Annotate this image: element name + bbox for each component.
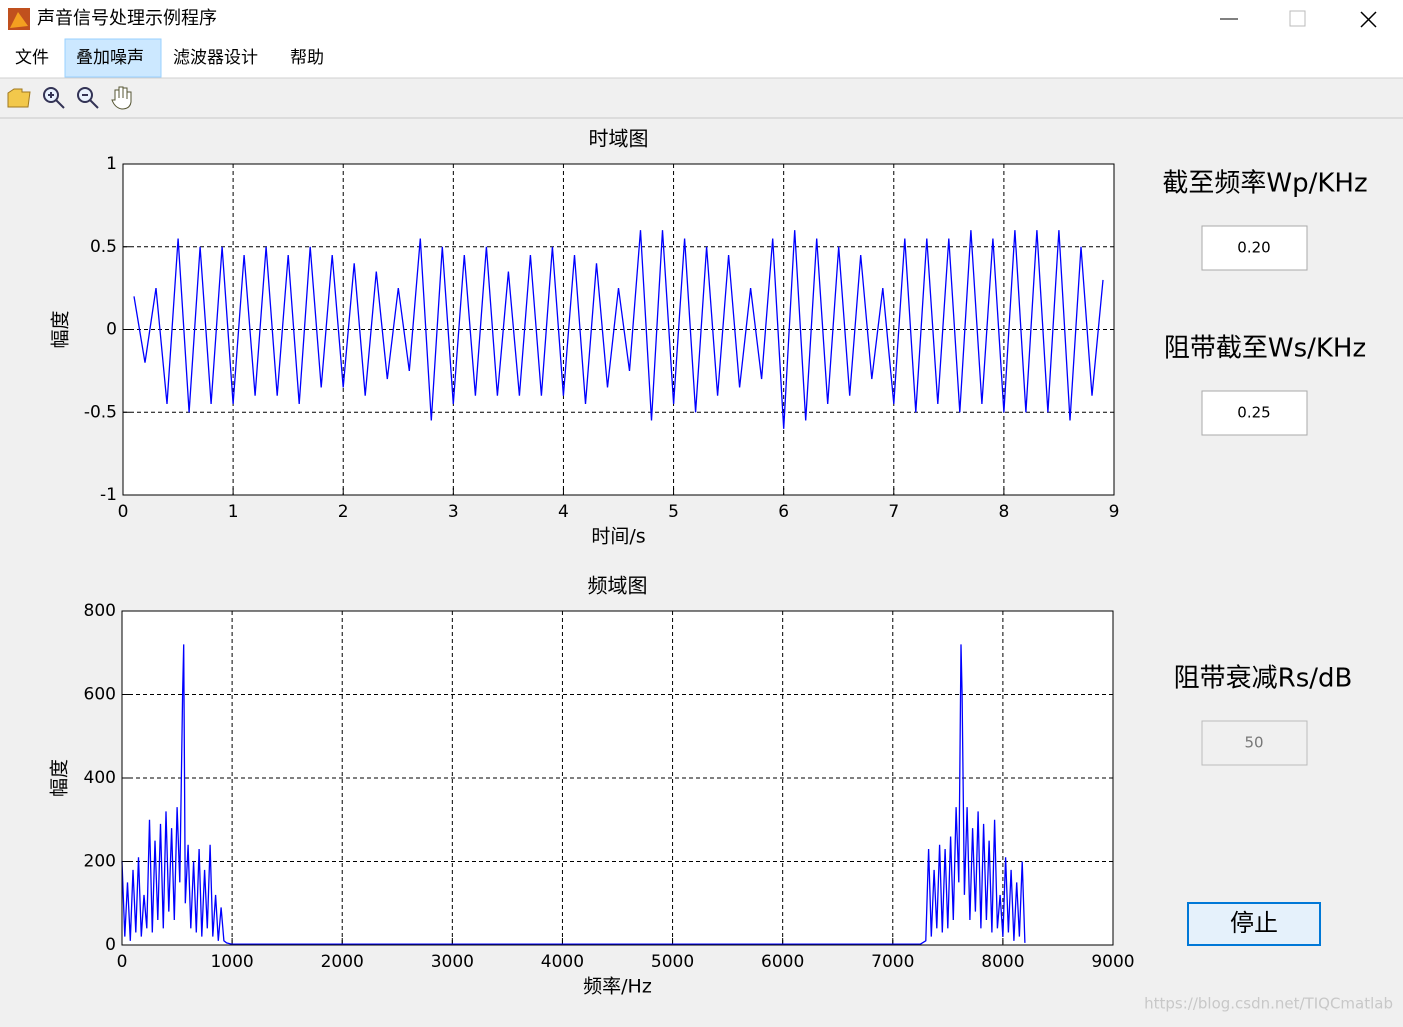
control-label: 阻带衰减Rs/dB [1174, 664, 1353, 694]
x-tick-label: 2 [338, 502, 349, 522]
text-input[interactable] [1201, 390, 1308, 436]
x-tick-label: 4000 [541, 952, 584, 972]
open-icon[interactable] [7, 88, 31, 108]
app-icon-shape [10, 12, 28, 28]
x-tick-label: 3000 [431, 952, 474, 972]
watermark: https://blog.csdn.net/TIQCmatlab [1144, 995, 1393, 1013]
x-tick-label: 0 [118, 502, 129, 522]
signal-line [133, 230, 1104, 429]
x-tick-label: 5000 [651, 952, 694, 972]
toolbar [7, 86, 132, 110]
zoom-out-glyph [82, 94, 99, 109]
y-axis-label: 幅度 [49, 759, 71, 797]
y-tick-label: 0 [105, 935, 116, 955]
chart-title: 时域图 [589, 127, 649, 151]
menu-item[interactable]: 帮助 [290, 48, 324, 68]
stop-button[interactable] [1187, 902, 1321, 946]
close-button[interactable] [1360, 11, 1377, 28]
x-tick-label: 6 [778, 502, 789, 522]
maximize-button[interactable] [1289, 10, 1306, 27]
y-tick-label: -1 [100, 485, 117, 505]
x-tick-label: 7000 [871, 952, 914, 972]
menu-item[interactable]: 叠加噪声 [76, 48, 144, 68]
menu-item[interactable]: 滤波器设计 [173, 48, 258, 68]
control-label: 阻带截至Ws/KHz [1164, 334, 1366, 364]
plot-area [122, 163, 1115, 496]
x-tick-label: 4 [558, 502, 569, 522]
x-tick-label: 1 [228, 502, 239, 522]
input-value: 50 [1244, 734, 1263, 752]
x-tick-label: 6000 [761, 952, 804, 972]
window-title: 声音信号处理示例程序 [37, 8, 217, 29]
x-tick-label: 8 [998, 502, 1009, 522]
plot-frame [122, 163, 1115, 496]
plot-area [121, 610, 1114, 946]
x-tick-label: 3 [448, 502, 459, 522]
x-tick-label: 8000 [981, 952, 1024, 972]
y-tick-label: 0.5 [90, 237, 117, 257]
x-tick-label: 0 [117, 952, 128, 972]
control-label: 截至频率Wp/KHz [1162, 169, 1367, 199]
plot-frame [121, 610, 1114, 946]
x-tick-label: 1000 [210, 952, 253, 972]
y-tick-label: 1 [106, 154, 117, 174]
x-axis-label: 频率/Hz [583, 976, 652, 998]
x-tick-label: 5 [668, 502, 679, 522]
button-label: 停止 [1230, 909, 1278, 937]
title-bar [0, 0, 1403, 38]
pan-icon[interactable] [111, 86, 132, 110]
y-tick-label: 600 [84, 685, 116, 705]
signal-line [121, 644, 1026, 945]
y-tick-label: 0 [106, 320, 117, 340]
y-tick-label: 400 [84, 768, 116, 788]
input-value: 0.25 [1237, 404, 1270, 422]
y-tick-label: 800 [84, 601, 116, 621]
x-tick-label: 7 [888, 502, 899, 522]
x-tick-label: 9000 [1091, 952, 1134, 972]
y-tick-label: 200 [84, 852, 116, 872]
menu-item[interactable]: 文件 [15, 48, 49, 68]
x-tick-label: 2000 [321, 952, 364, 972]
x-tick-label: 9 [1109, 502, 1120, 522]
input-value: 0.20 [1237, 239, 1270, 257]
chart-title: 频域图 [588, 574, 648, 598]
text-input-disabled [1201, 720, 1308, 766]
menu-highlight [64, 38, 162, 78]
y-axis-label: 幅度 [50, 310, 72, 348]
y-tick-label: -0.5 [84, 402, 117, 422]
text-input[interactable] [1201, 225, 1308, 271]
x-axis-label: 时间/s [591, 526, 645, 548]
zoom-in-glyph [48, 92, 65, 109]
menu-bar [0, 38, 1403, 78]
